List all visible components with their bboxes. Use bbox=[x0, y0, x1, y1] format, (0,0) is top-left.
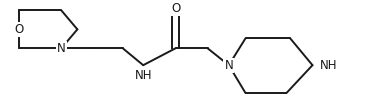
Text: O: O bbox=[171, 2, 180, 15]
Text: NH: NH bbox=[320, 59, 337, 72]
Text: O: O bbox=[15, 23, 24, 36]
Text: N: N bbox=[224, 59, 233, 72]
Text: NH: NH bbox=[134, 69, 152, 82]
Text: N: N bbox=[57, 42, 66, 55]
